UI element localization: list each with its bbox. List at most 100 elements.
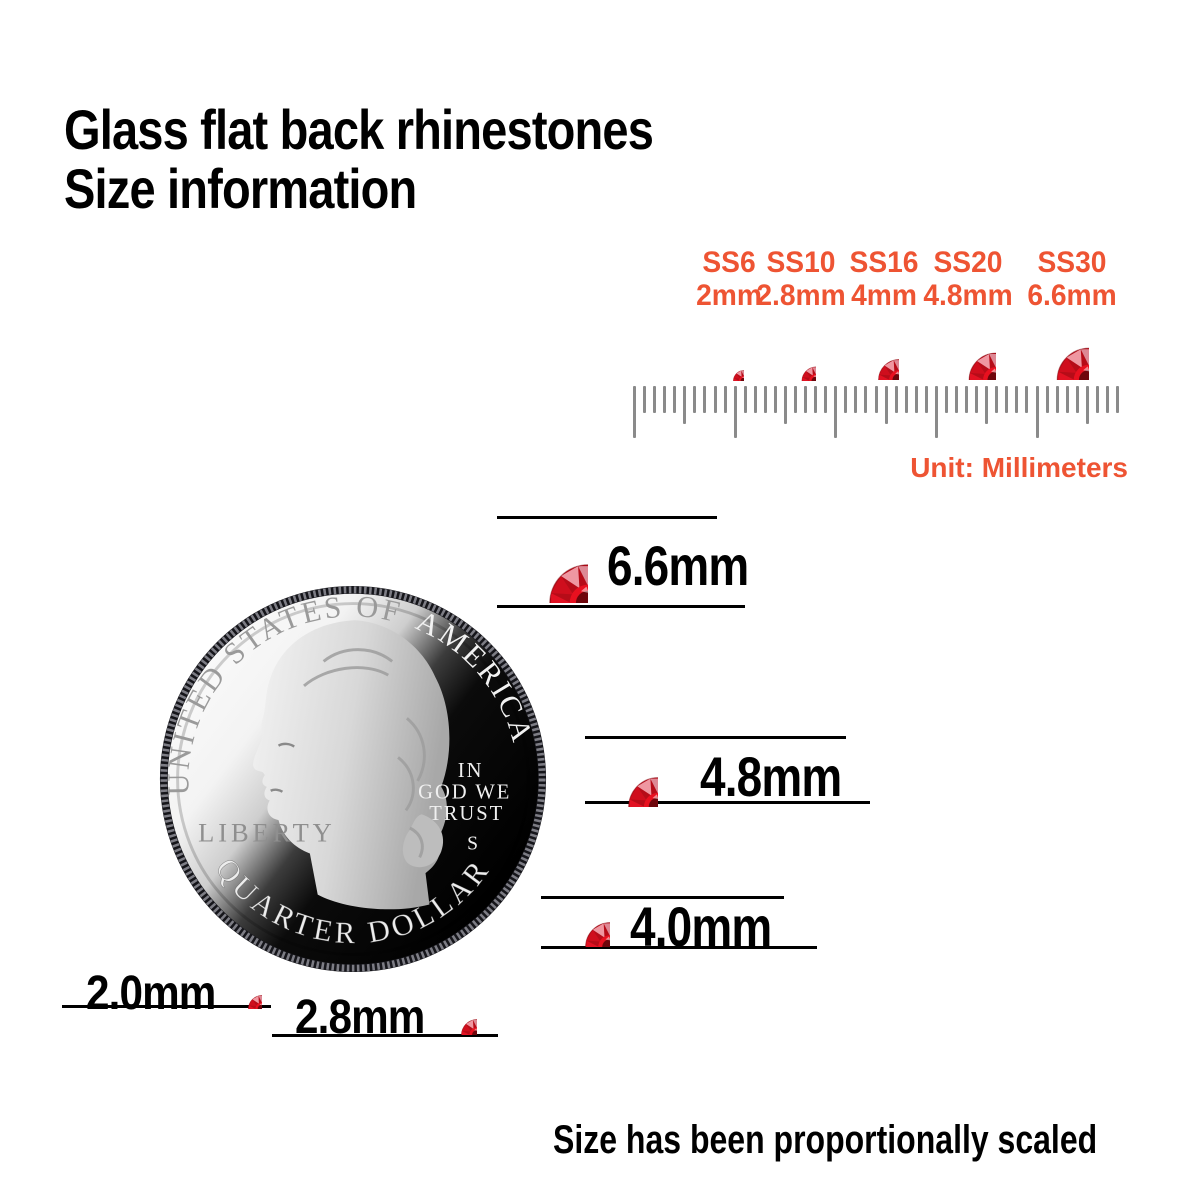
size-col-ss16: SS16 4mm bbox=[850, 246, 919, 312]
ss-size: 6.6mm bbox=[1027, 279, 1117, 312]
quarter-coin: UNITED STATES OF AMERICA LIBERTY IN GOD … bbox=[159, 585, 547, 973]
divider-line bbox=[541, 946, 817, 949]
ruler-tick bbox=[673, 386, 677, 413]
rhinestone-2.0mm-icon bbox=[234, 981, 262, 1009]
ruler-tick bbox=[794, 386, 797, 413]
ruler-tick bbox=[733, 386, 737, 438]
page-title-line2: Size information bbox=[64, 157, 417, 221]
ruler-tick bbox=[884, 386, 888, 424]
ruler-tick bbox=[944, 386, 948, 413]
ruler-tick bbox=[814, 386, 818, 413]
size-label-4.0mm: 4.0mm bbox=[630, 895, 772, 958]
ruler-tick bbox=[773, 386, 777, 413]
ruler-tick bbox=[1116, 386, 1119, 413]
ruler-tick bbox=[975, 386, 979, 413]
ruler bbox=[633, 386, 1119, 438]
ruler-tick bbox=[1095, 386, 1099, 413]
ruler-tick bbox=[1065, 386, 1069, 413]
ss-name: SS6 bbox=[702, 246, 756, 279]
ruler-tick bbox=[844, 386, 848, 413]
ruler-tick bbox=[985, 386, 989, 424]
divider-line bbox=[497, 605, 745, 608]
rhinestone-4.8mm-icon bbox=[598, 747, 658, 807]
ss-name: SS10 bbox=[766, 246, 836, 279]
size-label-4.8mm: 4.8mm bbox=[700, 745, 842, 808]
coin-motto-line3: TRUST bbox=[429, 803, 504, 825]
rhinestone-ss20-icon bbox=[941, 325, 996, 380]
ruler-tick bbox=[1075, 386, 1079, 413]
ruler-tick bbox=[1015, 386, 1019, 413]
coin-motto-line2: GOD WE bbox=[418, 782, 511, 804]
ruler-tick bbox=[874, 386, 878, 413]
ruler-tick bbox=[834, 386, 838, 438]
coin-motto-line1: IN bbox=[458, 760, 484, 782]
ss-size: 4mm bbox=[851, 279, 917, 312]
ruler-tick bbox=[955, 386, 958, 413]
ruler-tick bbox=[713, 386, 717, 413]
ss-size: 2mm bbox=[696, 279, 762, 312]
divider-line bbox=[497, 516, 717, 519]
ss-size: 2.8mm bbox=[756, 279, 846, 312]
ss-name: SS30 bbox=[1037, 246, 1107, 279]
ruler-tick bbox=[924, 386, 928, 413]
ruler-tick bbox=[854, 386, 858, 413]
ruler-tick bbox=[693, 386, 697, 413]
size-col-ss10: SS10 2.8mm bbox=[756, 246, 845, 312]
rhinestone-ss30-icon bbox=[1024, 315, 1089, 380]
ruler-tick bbox=[894, 386, 898, 413]
ruler-tick bbox=[1045, 386, 1049, 413]
rhinestone-6.6mm-icon bbox=[510, 525, 588, 603]
size-col-ss6: SS6 2mm bbox=[696, 246, 762, 312]
ruler-tick bbox=[683, 386, 687, 424]
coin-mint-mark: S bbox=[467, 834, 478, 855]
ruler-tick bbox=[864, 386, 868, 413]
ss-size: 4.8mm bbox=[923, 279, 1013, 312]
ruler-tick bbox=[753, 386, 757, 413]
rhinestone-ss16-icon bbox=[857, 338, 899, 380]
divider-line bbox=[272, 1034, 498, 1037]
ruler-tick bbox=[1055, 386, 1059, 413]
ruler-tick bbox=[934, 386, 938, 438]
ruler-tick bbox=[914, 386, 918, 413]
ss-name: SS16 bbox=[849, 246, 919, 279]
ruler-tick bbox=[703, 386, 707, 413]
ruler-tick bbox=[663, 386, 667, 413]
coin-inner-rim bbox=[176, 602, 530, 956]
size-col-ss20: SS20 4.8mm bbox=[923, 246, 1012, 312]
ruler-tick bbox=[1105, 386, 1109, 413]
ruler-tick bbox=[904, 386, 908, 413]
rhinestone-ss10-icon bbox=[787, 352, 816, 381]
size-label-2.8mm: 2.8mm bbox=[295, 991, 425, 1044]
ruler-tick bbox=[1025, 386, 1029, 413]
divider-line bbox=[62, 1005, 271, 1008]
page-title-line1: Glass flat back rhinestones bbox=[64, 98, 654, 161]
ruler-tick bbox=[1035, 386, 1039, 438]
ruler-tick bbox=[783, 386, 787, 424]
divider-line bbox=[585, 736, 846, 739]
coin-liberty: LIBERTY bbox=[198, 818, 336, 848]
ruler-tick bbox=[1005, 386, 1009, 413]
size-label-6.6mm: 6.6mm bbox=[607, 534, 749, 597]
page-title: Glass flat back rhinestones Size informa… bbox=[64, 98, 654, 221]
divider-line bbox=[541, 896, 784, 899]
ruler-tick bbox=[824, 386, 828, 413]
rhinestone-4.0mm-icon bbox=[560, 897, 610, 947]
footer-note: Size has been proportionally scaled bbox=[553, 1118, 1098, 1162]
ruler-tick bbox=[804, 386, 808, 413]
ruler-tick bbox=[723, 386, 727, 413]
ruler-tick bbox=[763, 386, 767, 413]
coin-reeded-edge bbox=[160, 586, 546, 972]
ruler-tick bbox=[643, 386, 647, 413]
ruler-tick bbox=[653, 386, 657, 413]
size-col-ss30: SS30 6.6mm bbox=[1027, 246, 1116, 312]
divider-line bbox=[585, 801, 870, 804]
ruler-tick bbox=[1085, 386, 1089, 424]
size-label-2.0mm: 2.0mm bbox=[86, 967, 216, 1020]
rhinestone-2.8mm-icon bbox=[445, 1003, 477, 1035]
ruler-tick bbox=[743, 386, 747, 413]
unit-label: Unit: Millimeters bbox=[910, 452, 1128, 483]
rhinestone-ss6-icon bbox=[722, 359, 744, 381]
ss-name: SS20 bbox=[933, 246, 1003, 279]
ruler-tick bbox=[633, 386, 636, 438]
